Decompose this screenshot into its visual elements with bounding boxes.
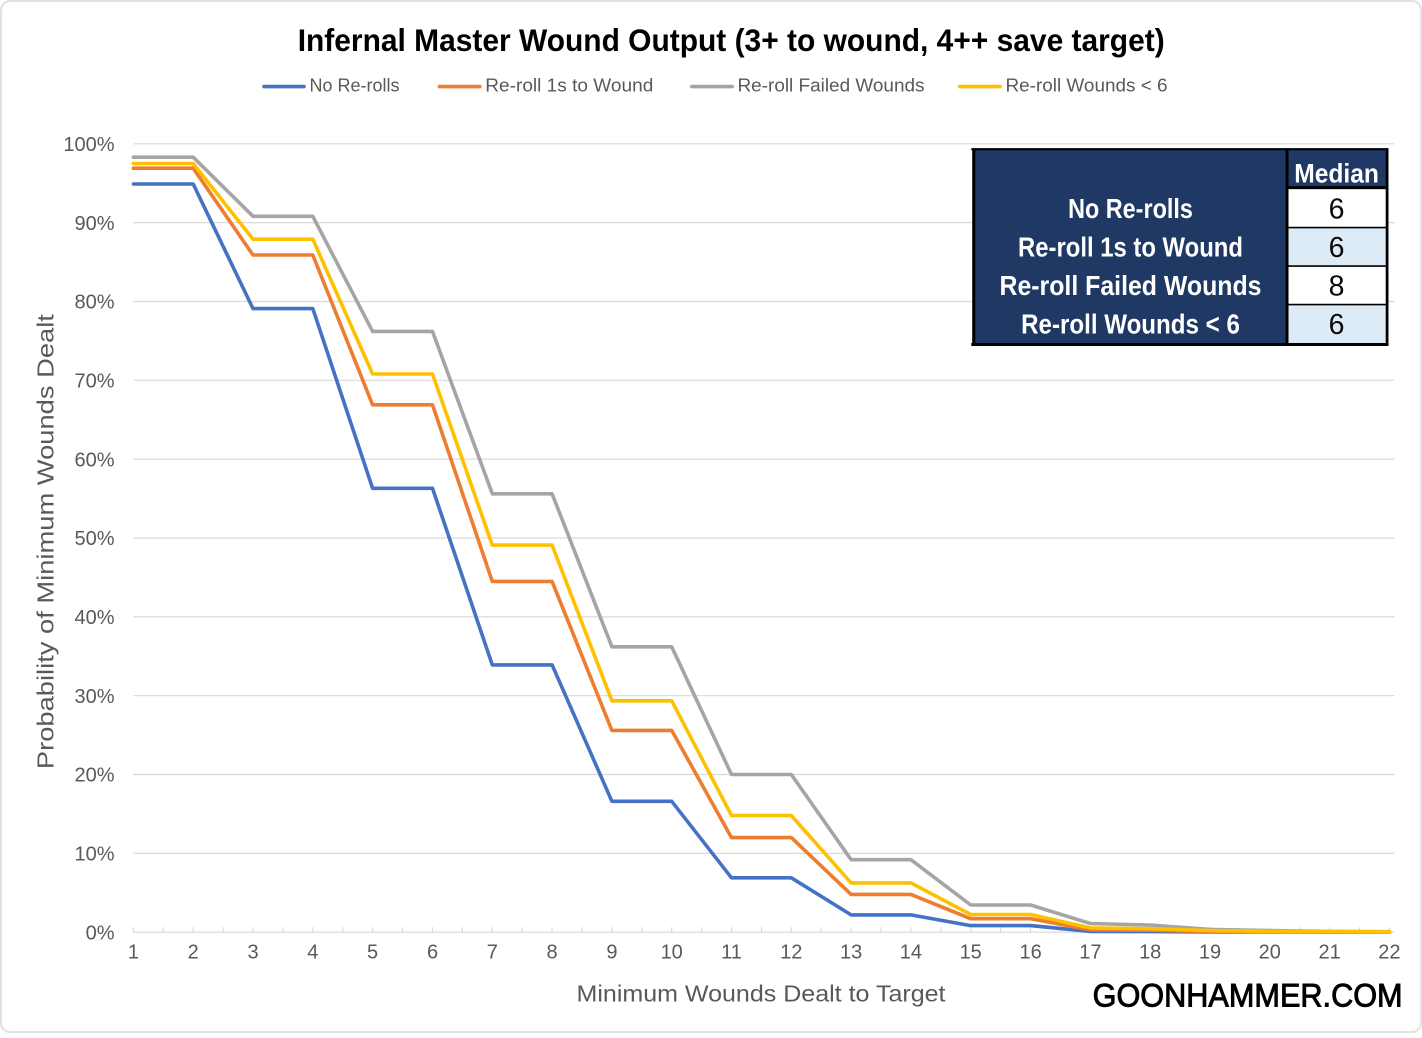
svg-text:8: 8 (1329, 271, 1345, 303)
svg-text:15: 15 (960, 941, 982, 963)
svg-text:Re-roll Wounds < 6: Re-roll Wounds < 6 (1021, 308, 1240, 339)
svg-text:19: 19 (1199, 941, 1221, 963)
svg-text:20%: 20% (74, 765, 114, 787)
svg-text:Re-roll Failed Wounds: Re-roll Failed Wounds (1000, 270, 1262, 301)
svg-text:50%: 50% (74, 528, 114, 550)
svg-text:60%: 60% (74, 449, 114, 471)
svg-text:9: 9 (606, 941, 617, 963)
svg-text:6: 6 (1329, 194, 1345, 226)
svg-text:17: 17 (1079, 941, 1101, 963)
svg-text:80%: 80% (74, 292, 114, 314)
svg-text:7: 7 (487, 941, 498, 963)
svg-text:Median: Median (1294, 158, 1379, 188)
svg-text:Minimum Wounds Dealt to Target: Minimum Wounds Dealt to Target (577, 981, 947, 1007)
svg-text:Re-roll Failed Wounds: Re-roll Failed Wounds (738, 75, 925, 96)
svg-text:100%: 100% (63, 134, 114, 156)
svg-text:3: 3 (247, 941, 258, 963)
svg-text:Re-roll Wounds < 6: Re-roll Wounds < 6 (1006, 75, 1168, 96)
svg-text:70%: 70% (74, 371, 114, 393)
svg-text:No Re-rolls: No Re-rolls (310, 75, 400, 96)
svg-text:10%: 10% (74, 844, 114, 866)
svg-text:10: 10 (661, 941, 683, 963)
svg-text:20: 20 (1259, 941, 1281, 963)
svg-text:12: 12 (780, 941, 802, 963)
svg-text:0%: 0% (86, 922, 115, 944)
svg-text:Re-roll 1s to Wound: Re-roll 1s to Wound (1018, 231, 1243, 262)
svg-text:22: 22 (1378, 941, 1400, 963)
svg-text:GOONHAMMER.COM: GOONHAMMER.COM (1093, 977, 1403, 1013)
svg-text:4: 4 (307, 941, 318, 963)
svg-text:No Re-rolls: No Re-rolls (1068, 193, 1193, 224)
svg-text:1: 1 (128, 941, 139, 963)
svg-text:Infernal Master Wound Output (: Infernal Master Wound Output (3+ to woun… (298, 23, 1165, 58)
svg-text:40%: 40% (74, 607, 114, 629)
svg-text:Probability of Minimum Wounds: Probability of Minimum Wounds Dealt (32, 313, 58, 769)
svg-text:21: 21 (1318, 941, 1340, 963)
svg-text:6: 6 (427, 941, 438, 963)
svg-text:2: 2 (188, 941, 199, 963)
svg-text:13: 13 (840, 941, 862, 963)
svg-text:Re-roll 1s to Wound: Re-roll 1s to Wound (485, 75, 653, 96)
svg-text:18: 18 (1139, 941, 1161, 963)
svg-text:6: 6 (1329, 309, 1345, 341)
svg-text:90%: 90% (74, 213, 114, 235)
svg-text:5: 5 (367, 941, 378, 963)
svg-text:11: 11 (721, 941, 742, 963)
svg-text:8: 8 (547, 941, 558, 963)
svg-text:14: 14 (900, 941, 922, 963)
svg-text:16: 16 (1019, 941, 1041, 963)
svg-text:6: 6 (1329, 232, 1345, 264)
svg-text:30%: 30% (74, 686, 114, 708)
